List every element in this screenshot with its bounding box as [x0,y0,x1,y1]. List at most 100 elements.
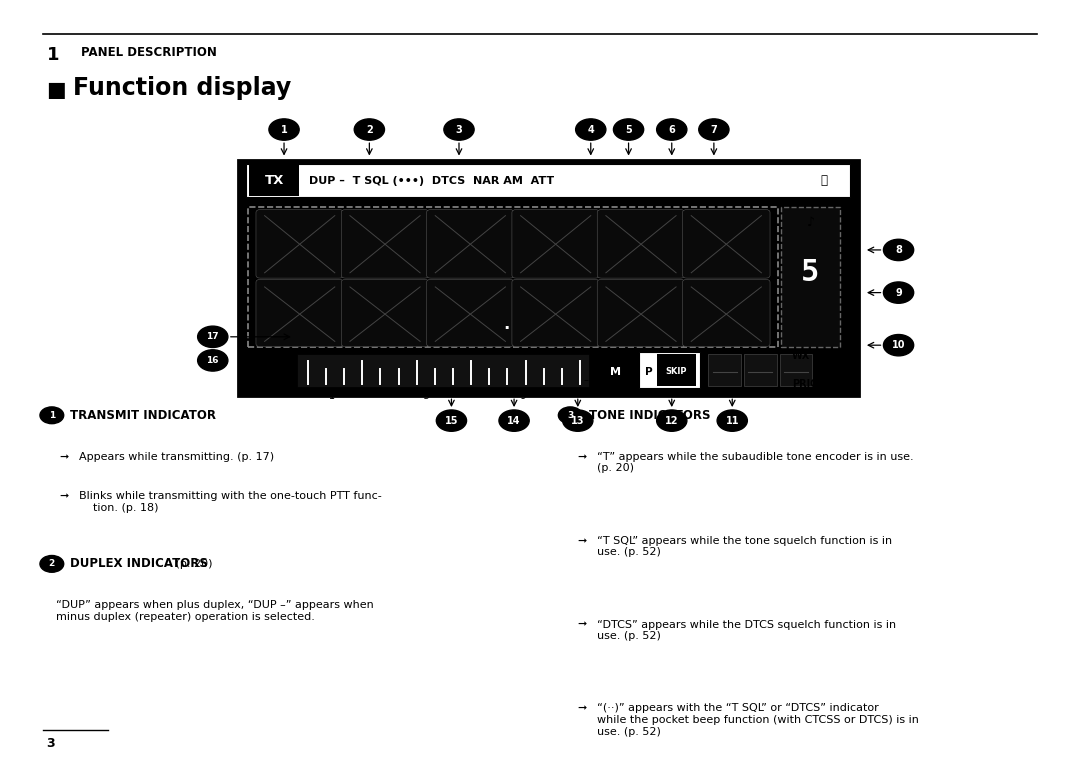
Circle shape [883,239,914,261]
Text: WX: WX [792,351,810,360]
FancyBboxPatch shape [238,160,859,396]
FancyBboxPatch shape [427,280,514,347]
Text: SKIP: SKIP [665,367,687,376]
Text: Appears while transmitting. (p. 17): Appears while transmitting. (p. 17) [79,452,274,462]
Text: ■: ■ [46,80,66,100]
FancyBboxPatch shape [708,354,741,386]
Text: 4: 4 [588,124,594,135]
Text: 8: 8 [895,245,902,255]
FancyBboxPatch shape [512,280,599,347]
Text: 3: 3 [456,124,462,135]
FancyBboxPatch shape [341,210,429,278]
FancyBboxPatch shape [512,210,599,278]
Text: “(‧‧)” appears with the “T SQL” or “DTCS” indicator
while the pocket beep functi: “(‧‧)” appears with the “T SQL” or “DTCS… [597,703,919,737]
Text: TX: TX [265,174,284,187]
Text: 10: 10 [892,340,905,351]
Circle shape [699,119,729,140]
Text: 13: 13 [571,415,584,426]
Text: 1: 1 [46,46,59,64]
Text: 14: 14 [508,415,521,426]
Text: 5: 5 [625,124,632,135]
FancyBboxPatch shape [597,210,685,278]
Text: “T SQL” appears while the tone squelch function is in
use. (p. 52): “T SQL” appears while the tone squelch f… [597,536,892,557]
Circle shape [198,350,228,371]
Circle shape [40,555,64,572]
Circle shape [883,335,914,356]
Text: TONE INDICATORS: TONE INDICATORS [589,408,711,422]
Text: 5: 5 [801,258,820,287]
Text: ♪: ♪ [807,216,814,229]
Text: 5: 5 [423,391,430,401]
FancyBboxPatch shape [256,210,343,278]
Text: ➞: ➞ [578,620,588,629]
Circle shape [576,119,606,140]
FancyBboxPatch shape [780,354,812,386]
FancyBboxPatch shape [246,164,850,197]
Text: 11: 11 [726,415,739,426]
Text: (p. 20): (p. 20) [172,559,212,569]
FancyBboxPatch shape [256,280,343,347]
Text: PANEL DESCRIPTION: PANEL DESCRIPTION [81,46,217,59]
FancyBboxPatch shape [249,165,299,196]
Text: ➞: ➞ [578,452,588,462]
Text: PRIO: PRIO [792,379,818,389]
Text: Blinks while transmitting with the one-touch PTT func-
    tion. (p. 18): Blinks while transmitting with the one-t… [79,491,381,513]
Circle shape [444,119,474,140]
Circle shape [558,407,582,424]
Text: 1: 1 [281,124,287,135]
Circle shape [40,407,64,424]
Text: 1: 1 [49,411,55,420]
Circle shape [717,410,747,431]
Text: 9: 9 [521,391,527,401]
FancyBboxPatch shape [427,210,514,278]
Text: “T” appears while the subaudible tone encoder is in use.
(p. 20): “T” appears while the subaudible tone en… [597,452,914,473]
Circle shape [883,282,914,303]
Text: ⏰: ⏰ [821,174,827,187]
FancyBboxPatch shape [341,280,429,347]
Text: BUSY: BUSY [240,351,264,360]
Text: MID: MID [240,379,257,389]
Text: M: M [610,367,621,377]
Circle shape [354,119,384,140]
FancyBboxPatch shape [597,280,685,347]
Circle shape [269,119,299,140]
FancyBboxPatch shape [639,352,700,388]
Text: -1: -1 [326,391,337,401]
Text: 3: 3 [567,411,573,420]
FancyBboxPatch shape [744,354,777,386]
Text: 15: 15 [445,415,458,426]
Text: LOW: LOW [240,362,260,371]
Text: “DUP” appears when plus duplex, “DUP –” appears when
minus duplex (repeater) ope: “DUP” appears when plus duplex, “DUP –” … [56,600,374,622]
FancyBboxPatch shape [248,207,778,347]
Text: 2: 2 [366,124,373,135]
Circle shape [657,119,687,140]
Text: “DTCS” appears while the DTCS squelch function is in
use. (p. 52): “DTCS” appears while the DTCS squelch fu… [597,620,896,641]
Text: 16: 16 [206,356,219,365]
FancyBboxPatch shape [781,207,840,347]
Text: 12: 12 [665,415,678,426]
FancyBboxPatch shape [599,355,632,386]
Circle shape [613,119,644,140]
Text: 17: 17 [206,332,219,341]
Text: ➞: ➞ [578,536,588,546]
Text: P: P [645,367,653,377]
Text: 2: 2 [49,559,55,568]
Circle shape [436,410,467,431]
Text: DUP –  T SQL (•••)  DTCS  NAR AM  ATT: DUP – T SQL (•••) DTCS NAR AM ATT [309,175,554,186]
Text: 6: 6 [669,124,675,135]
Text: DUPLEX INDICATORS: DUPLEX INDICATORS [70,557,208,571]
Text: ➞: ➞ [578,703,588,713]
Circle shape [563,410,593,431]
FancyBboxPatch shape [657,354,696,386]
Circle shape [499,410,529,431]
Text: 7: 7 [711,124,717,135]
FancyBboxPatch shape [683,280,770,347]
Text: Function display: Function display [73,76,292,100]
Text: ➞: ➞ [59,491,69,501]
FancyBboxPatch shape [683,210,770,278]
FancyBboxPatch shape [297,354,589,387]
Circle shape [198,326,228,347]
Text: TRANSMIT INDICATOR: TRANSMIT INDICATOR [70,408,216,422]
Circle shape [657,410,687,431]
Text: ➞: ➞ [59,452,69,462]
